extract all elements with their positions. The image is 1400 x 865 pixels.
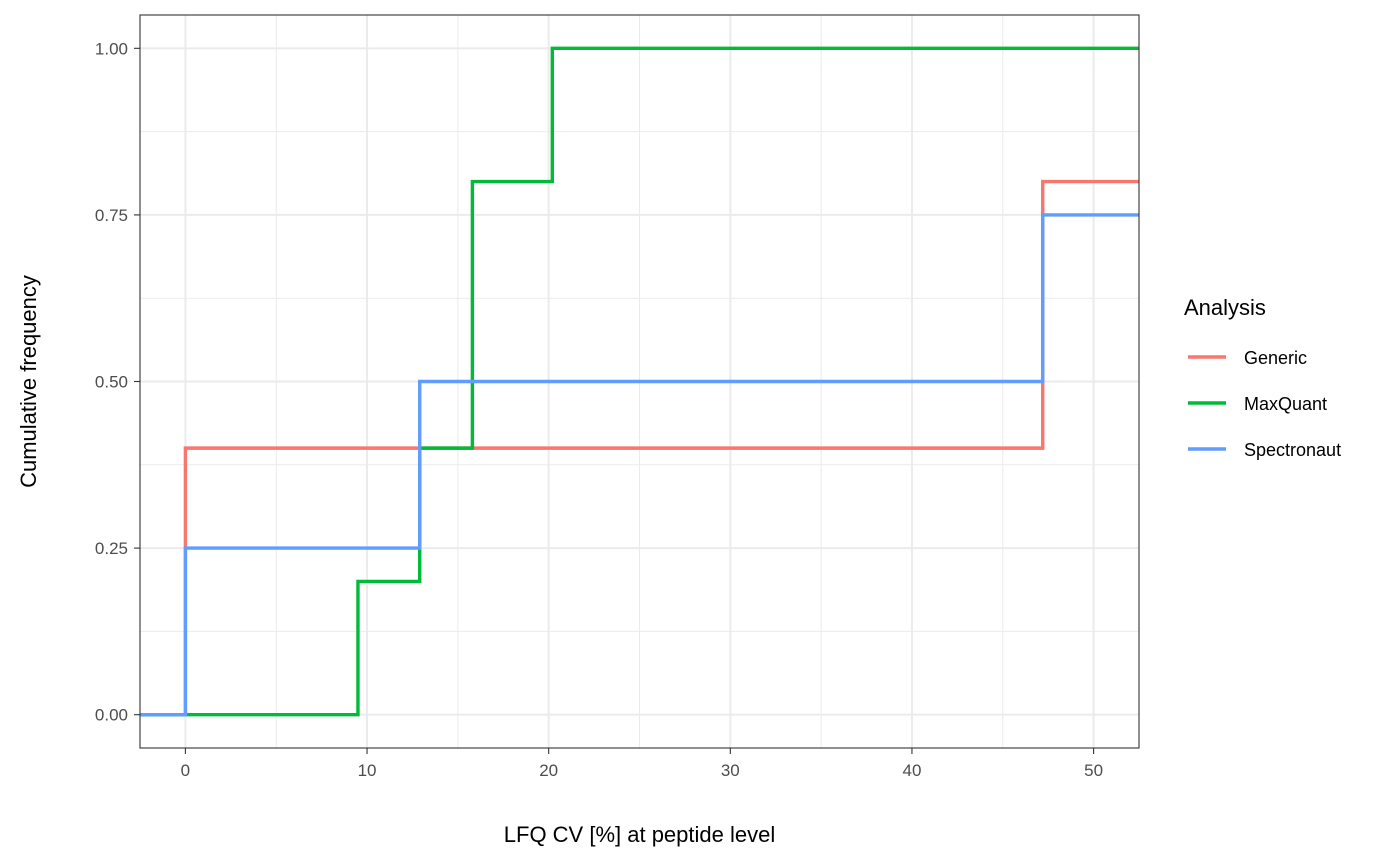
legend-items: Generic MaxQuant Spectronaut (1188, 348, 1341, 460)
series-line-spectronaut (140, 213, 1139, 717)
y-tick-label: 0.50 (95, 373, 128, 392)
x-tick-label: 0 (181, 761, 190, 780)
series-line-maxquant (140, 46, 1139, 717)
legend-label-generic: Generic (1244, 348, 1307, 368)
legend-label-spectronaut: Spectronaut (1244, 440, 1341, 460)
y-tick-label: 0.00 (95, 706, 128, 725)
y-axis-ticks: 0.00 0.25 0.50 0.75 1.00 (95, 39, 140, 725)
x-tick-label: 10 (358, 761, 377, 780)
legend-label-maxquant: MaxQuant (1244, 394, 1327, 414)
y-tick-label: 0.25 (95, 539, 128, 558)
x-tick-label: 50 (1084, 761, 1103, 780)
x-tick-label: 40 (902, 761, 921, 780)
legend-title: Analysis (1184, 295, 1266, 320)
y-axis-title: Cumulative frequency (16, 275, 41, 488)
x-axis-ticks: 0 10 20 30 40 50 (181, 748, 1103, 780)
x-tick-label: 30 (721, 761, 740, 780)
legend: Analysis Generic MaxQuant Spectronaut (1184, 295, 1341, 460)
x-axis-title: LFQ CV [%] at peptide level (504, 822, 775, 847)
series-lines (140, 46, 1139, 717)
x-tick-label: 20 (539, 761, 558, 780)
y-tick-label: 0.75 (95, 206, 128, 225)
y-tick-label: 1.00 (95, 39, 128, 58)
